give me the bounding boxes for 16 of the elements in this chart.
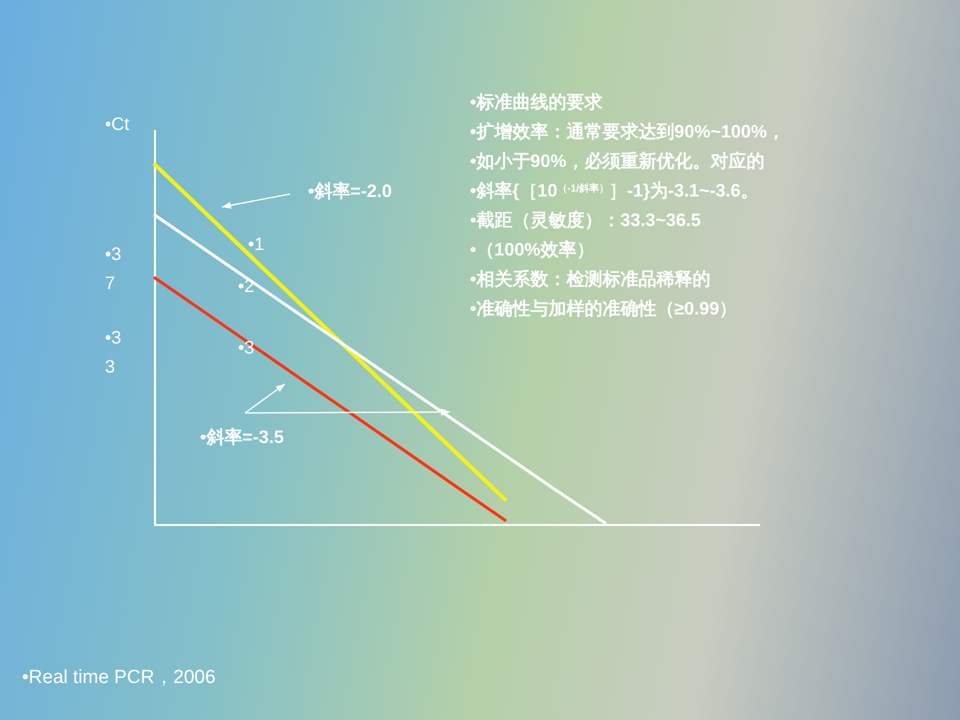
- annotation: •如小于90%，必须重新优化。对应的: [470, 151, 764, 171]
- text: •标准曲线的要求: [470, 92, 604, 112]
- annotation: •相关系数：检测标准品稀释的: [470, 269, 710, 289]
- series-label: •1: [248, 234, 264, 254]
- series-label: •3: [238, 337, 254, 358]
- annotation: •（100%效率）: [470, 240, 594, 260]
- y-axis-title: •Ct: [105, 114, 130, 134]
- y-tick-label: •33: [105, 328, 122, 377]
- y-tick-label: •37: [105, 244, 122, 293]
- annotation: •斜率=-3.5: [200, 427, 284, 447]
- annotation: •斜率=-2.0: [308, 181, 392, 201]
- annotation: •截距（灵敏度）：33.3~36.5: [470, 210, 701, 230]
- text: •Real time PCR，2006: [22, 667, 216, 688]
- annotation: •扩增效率：通常要求达到90%~100%，: [470, 122, 785, 142]
- annotation: •准确性与加样的准确性（≥0.99）: [470, 298, 738, 318]
- annotation: •斜率{［10$^{（-1/斜率）}$］-1}为-3.1~-3.6。: [470, 180, 759, 200]
